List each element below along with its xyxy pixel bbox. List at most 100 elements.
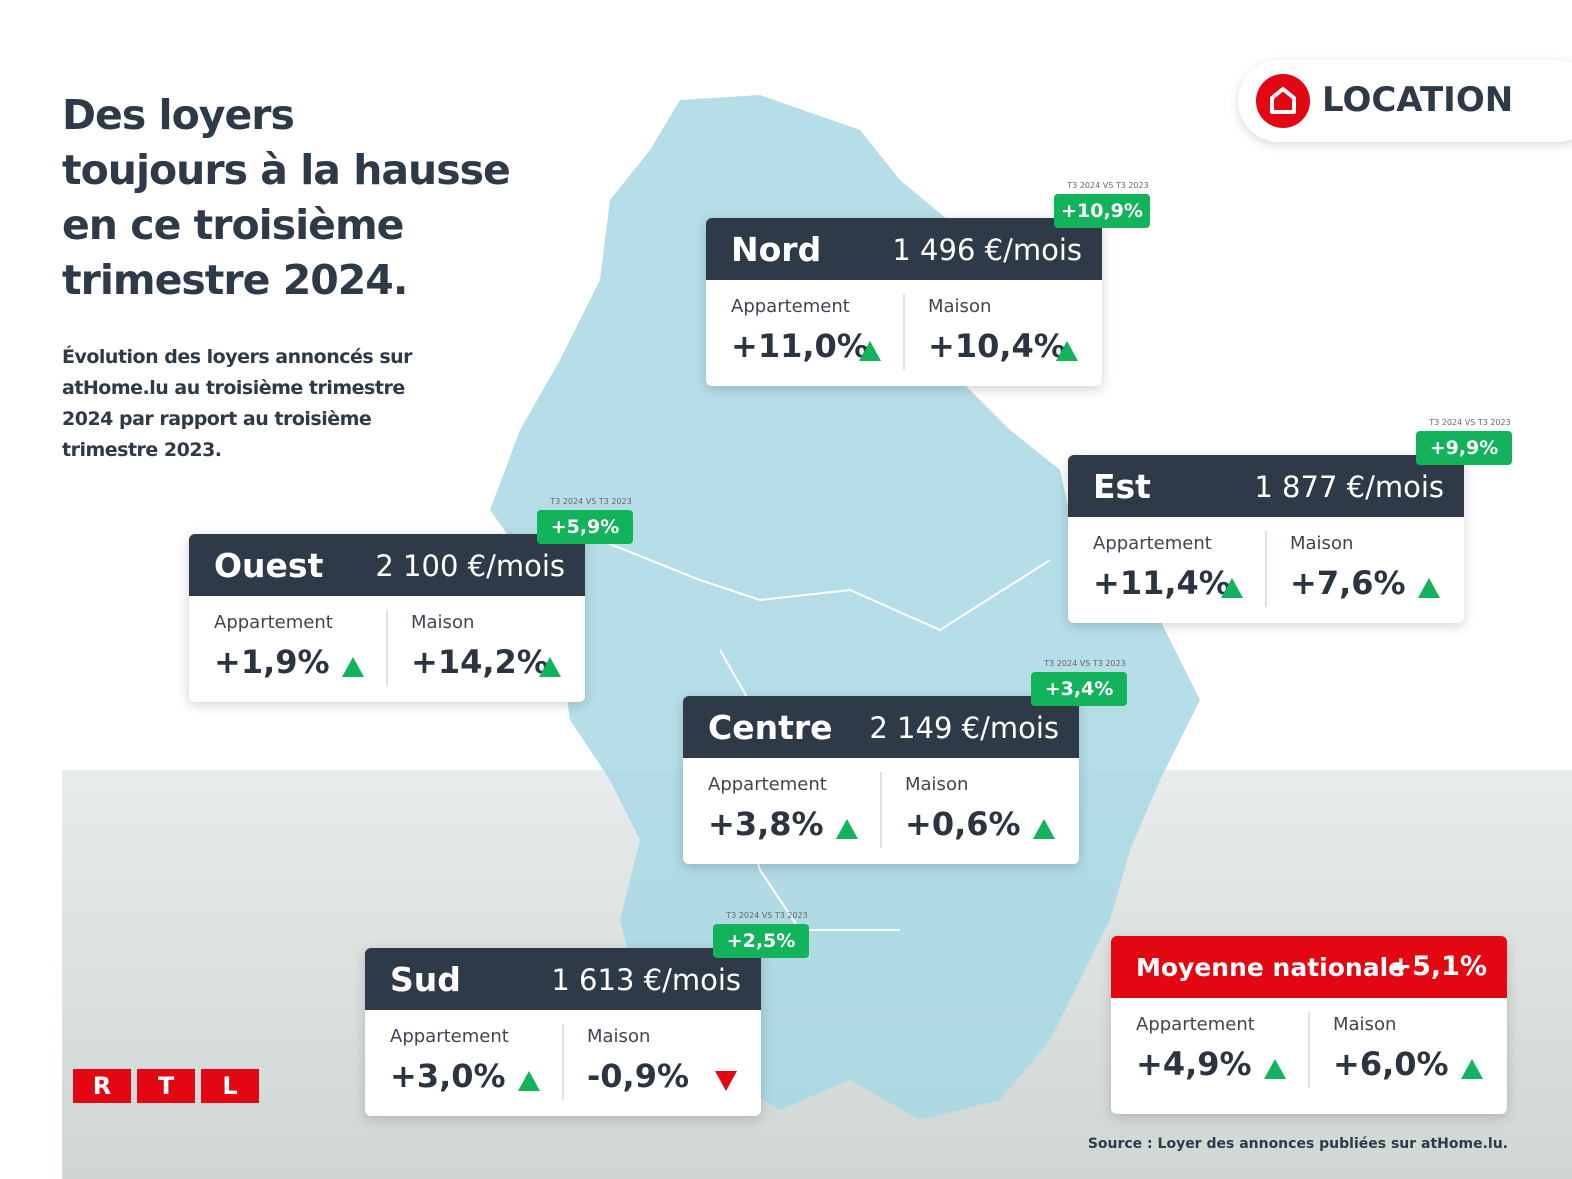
card-header: Sud 1 613 €/mois: [365, 948, 761, 1010]
trend-arrow: [715, 1071, 737, 1091]
card-header: Est 1 877 €/mois: [1068, 455, 1464, 517]
card-header: Moyenne nationale +5,1%: [1111, 936, 1507, 998]
house-label: Maison: [928, 296, 992, 317]
region-name: Sud: [390, 960, 461, 999]
card-header: Nord 1 496 €/mois: [706, 218, 1102, 280]
card-header: Ouest 2 100 €/mois: [189, 534, 585, 596]
apartment-value: +4,9%: [1136, 1045, 1252, 1083]
apartment-column: Appartement +11,0%: [731, 296, 869, 365]
national-card: Moyenne nationale +5,1% Appartement +4,9% Ma…: [1111, 936, 1507, 1114]
region-price: 1 613 €/mois: [551, 963, 741, 997]
change-badge: +2,5%: [713, 924, 809, 958]
badge-text: LOCATION: [1322, 80, 1514, 120]
subtitle-line: trimestre 2023.: [62, 439, 222, 461]
apartment-value: +11,0%: [731, 327, 869, 365]
separator: [1265, 531, 1267, 607]
logo-letter: T: [137, 1069, 195, 1103]
comparison-note: T3 2024 VS T3 2023: [550, 497, 632, 506]
separator: [903, 294, 905, 370]
region-name: Centre: [708, 708, 833, 747]
apartment-label: Appartement: [214, 612, 333, 633]
apartment-column: Appartement +4,9%: [1136, 1014, 1255, 1083]
apartment-value: +3,0%: [390, 1057, 506, 1095]
region-name: Nord: [731, 230, 822, 269]
subtitle-line: 2024 par rapport au troisième: [62, 408, 372, 430]
change-badge: +10,9%: [1054, 194, 1150, 228]
house-value: +6,0%: [1333, 1045, 1449, 1083]
trend-arrow: [1221, 578, 1243, 598]
subtitle-line: atHome.lu au troisième trimestre: [62, 377, 405, 399]
apartment-label: Appartement: [708, 774, 827, 795]
home-glyph: [1270, 87, 1296, 114]
separator: [562, 1024, 564, 1100]
house-label: Maison: [905, 774, 969, 795]
separator: [386, 610, 388, 686]
apartment-column: Appartement +1,9%: [214, 612, 333, 681]
logo-letter: R: [73, 1069, 131, 1103]
house-label: Maison: [1290, 533, 1354, 554]
title-line: toujours à la hausse: [62, 146, 511, 194]
region-card: Est 1 877 €/mois Appartement +11,4% Maison +7…: [1068, 455, 1464, 623]
national-name: Moyenne nationale: [1136, 953, 1406, 982]
trend-arrow: [1033, 819, 1055, 839]
home-icon: [1256, 74, 1310, 128]
house-column: Maison +0,6%: [905, 774, 1021, 843]
title: Des loyers toujours à la hausse en ce troi…: [62, 88, 511, 308]
title-line: Des loyers: [62, 91, 295, 139]
apartment-value: +3,8%: [708, 805, 824, 843]
title-line: en ce troisième: [62, 201, 404, 249]
house-column: Maison +7,6%: [1290, 533, 1406, 602]
separator: [1308, 1012, 1310, 1088]
logo-letter: L: [201, 1069, 259, 1103]
source: Source : Loyer des annonces publiées sur…: [1087, 1136, 1508, 1152]
house-value: -0,9%: [587, 1057, 690, 1095]
comparison-note: T3 2024 VS T3 2023: [1067, 181, 1149, 190]
comparison-note: T3 2024 VS T3 2023: [1429, 418, 1511, 427]
region-card: Ouest 2 100 €/mois Appartement +1,9% Maison +…: [189, 534, 585, 702]
trend-arrow: [859, 341, 881, 361]
comparison-note: T3 2024 VS T3 2023: [726, 911, 808, 920]
apartment-value: +11,4%: [1093, 564, 1231, 602]
trend-arrow: [836, 819, 858, 839]
apartment-label: Appartement: [390, 1026, 509, 1047]
map-border: [599, 539, 1051, 632]
apartment-column: Appartement +3,8%: [708, 774, 827, 843]
apartment-label: Appartement: [1093, 533, 1212, 554]
region-price: 1 877 €/mois: [1254, 470, 1444, 504]
separator: [880, 772, 882, 848]
house-column: Maison -0,9%: [587, 1026, 689, 1095]
apartment-column: Appartement +11,4%: [1093, 533, 1231, 602]
apartment-value: +1,9%: [214, 643, 330, 681]
apartment-column: Appartement +3,0%: [390, 1026, 509, 1095]
apartment-label: Appartement: [1136, 1014, 1255, 1035]
trend-arrow: [342, 657, 364, 677]
change-badge: +5,9%: [537, 510, 633, 544]
house-column: Maison +14,2%: [411, 612, 549, 681]
region-price: 1 496 €/mois: [892, 233, 1082, 267]
trend-arrow: [539, 657, 561, 677]
location-badge: LOCATION: [1238, 60, 1572, 142]
house-label: Maison: [587, 1026, 651, 1047]
trend-arrow: [518, 1071, 540, 1091]
trend-arrow: [1056, 341, 1078, 361]
house-value: +14,2%: [411, 643, 549, 681]
national-change: +5,1%: [1389, 951, 1487, 982]
house-column: Maison +6,0%: [1333, 1014, 1449, 1083]
region-card: Sud 1 613 €/mois Appartement +3,0% Maison -0,…: [365, 948, 761, 1116]
house-value: +7,6%: [1290, 564, 1406, 602]
region-price: 2 149 €/mois: [869, 711, 1059, 745]
trend-arrow: [1264, 1059, 1286, 1079]
region-name: Ouest: [214, 546, 324, 585]
title-line: trimestre 2024.: [62, 256, 408, 304]
comparison-note: T3 2024 VS T3 2023: [1044, 659, 1126, 668]
trend-arrow: [1461, 1059, 1483, 1079]
house-value: +0,6%: [905, 805, 1021, 843]
house-label: Maison: [1333, 1014, 1397, 1035]
apartment-label: Appartement: [731, 296, 850, 317]
card-header: Centre 2 149 €/mois: [683, 696, 1079, 758]
change-badge: +9,9%: [1416, 431, 1512, 465]
house-label: Maison: [411, 612, 475, 633]
region-price: 2 100 €/mois: [375, 549, 565, 583]
change-badge: +3,4%: [1031, 672, 1127, 706]
